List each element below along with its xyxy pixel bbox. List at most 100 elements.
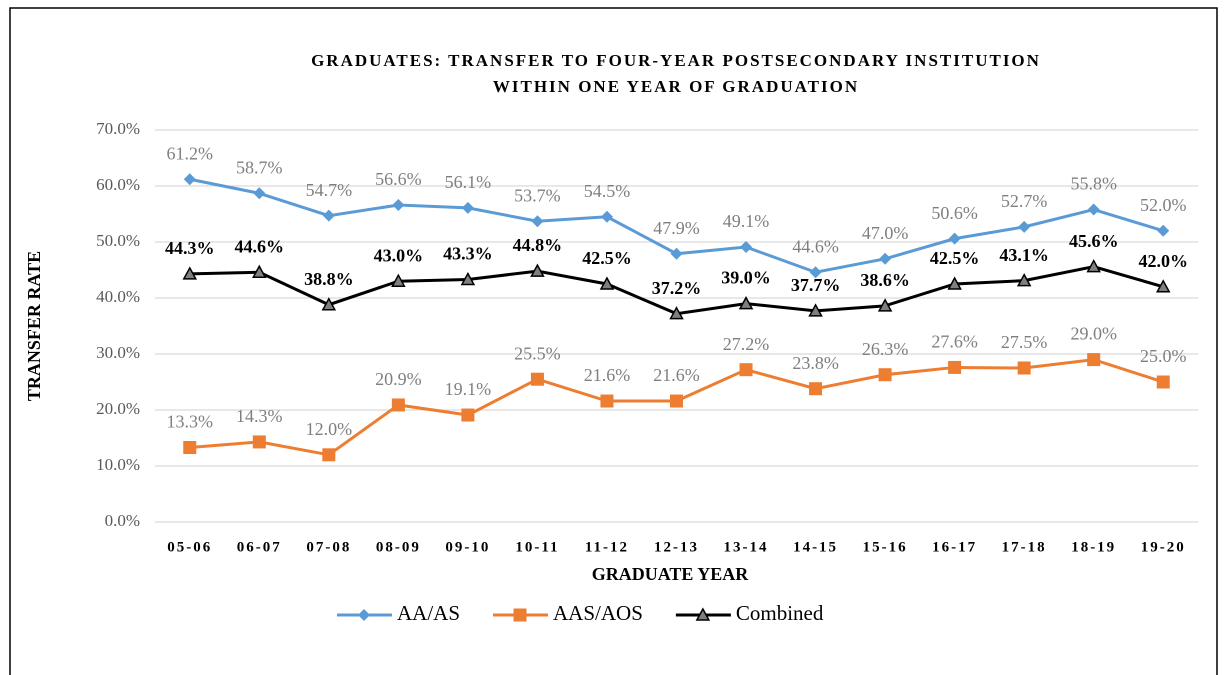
- data-label: 27.5%: [1001, 332, 1048, 352]
- marker: [391, 273, 406, 287]
- data-label: 23.8%: [792, 353, 839, 373]
- data-label: 26.3%: [862, 339, 909, 359]
- data-label: 19.1%: [445, 379, 492, 399]
- marker: [600, 394, 614, 408]
- legend-label: AA/AS: [397, 601, 460, 625]
- marker: [531, 215, 544, 228]
- x-tick-label: 06-07: [237, 539, 282, 555]
- x-tick-label: 08-09: [376, 539, 421, 555]
- x-tick-label: 07-08: [306, 539, 351, 555]
- marker: [530, 372, 544, 386]
- y-axis-label: TRANSFER RATE: [24, 251, 44, 401]
- marker: [1018, 220, 1031, 233]
- data-label: 52.7%: [1001, 191, 1048, 211]
- x-tick-label: 18-19: [1071, 539, 1116, 555]
- y-tick-label: 50.0%: [96, 231, 140, 250]
- y-tick-label: 20.0%: [96, 399, 140, 418]
- marker: [739, 363, 753, 377]
- marker: [322, 448, 336, 462]
- data-label: 44.6%: [235, 236, 285, 256]
- marker: [878, 368, 892, 382]
- data-label: 47.0%: [862, 223, 909, 243]
- x-tick-label: 16-17: [932, 539, 977, 555]
- data-label: 29.0%: [1070, 324, 1117, 344]
- data-label: 49.1%: [723, 211, 770, 231]
- data-label: 47.9%: [653, 218, 700, 238]
- y-tick-label: 60.0%: [96, 175, 140, 194]
- x-tick-label: 05-06: [167, 539, 212, 555]
- marker: [461, 201, 474, 214]
- data-label: 21.6%: [584, 365, 631, 385]
- data-label: 56.1%: [445, 172, 492, 192]
- marker: [877, 298, 893, 312]
- data-label: 61.2%: [167, 143, 214, 163]
- marker: [599, 276, 615, 290]
- data-label: 54.5%: [584, 181, 631, 201]
- legend-marker: [358, 609, 370, 621]
- data-label: 37.2%: [652, 278, 702, 298]
- data-label: 42.5%: [930, 248, 980, 268]
- marker: [600, 210, 613, 223]
- data-label: 43.3%: [443, 244, 493, 264]
- marker: [252, 264, 267, 278]
- x-tick-label: 11-12: [585, 539, 629, 555]
- marker: [1156, 375, 1170, 389]
- x-tick-label: 12-13: [654, 539, 699, 555]
- chart-title: WITHIN ONE YEAR OF GRADUATION: [493, 77, 859, 96]
- marker: [530, 263, 545, 277]
- data-label: 50.6%: [931, 203, 978, 223]
- data-label: 53.7%: [514, 185, 561, 205]
- x-tick-label: 19-20: [1141, 539, 1186, 555]
- marker: [461, 408, 475, 422]
- marker: [253, 187, 266, 200]
- marker: [947, 276, 962, 290]
- data-label: 55.8%: [1070, 174, 1117, 194]
- marker: [1017, 361, 1031, 375]
- marker: [670, 247, 683, 260]
- legend-label: Combined: [736, 601, 824, 625]
- data-label: 37.7%: [791, 275, 841, 295]
- data-label: 38.6%: [860, 270, 910, 290]
- data-label: 44.3%: [165, 238, 215, 258]
- marker: [1087, 203, 1100, 216]
- marker: [948, 232, 961, 245]
- x-tick-label: 09-10: [445, 539, 490, 555]
- y-tick-label: 0.0%: [105, 511, 140, 530]
- marker: [1016, 273, 1032, 287]
- data-label: 20.9%: [375, 369, 422, 389]
- y-tick-label: 70.0%: [96, 119, 140, 138]
- data-label: 39.0%: [721, 268, 771, 288]
- marker: [183, 173, 196, 186]
- data-label: 25.5%: [514, 343, 561, 363]
- data-label: 43.0%: [374, 245, 424, 265]
- x-tick-label: 17-18: [1002, 539, 1047, 555]
- x-axis-label: GRADUATE YEAR: [592, 564, 750, 584]
- marker: [392, 199, 405, 212]
- data-label: 38.8%: [304, 269, 354, 289]
- data-label: 21.6%: [653, 365, 700, 385]
- data-label: 13.3%: [167, 412, 214, 432]
- data-label: 27.6%: [931, 332, 978, 352]
- data-label: 25.0%: [1140, 346, 1187, 366]
- marker: [809, 382, 823, 396]
- marker: [809, 266, 822, 279]
- legend-marker: [513, 608, 527, 622]
- marker: [183, 441, 197, 455]
- x-tick-label: 13-14: [724, 539, 769, 555]
- data-label: 42.0%: [1138, 251, 1188, 271]
- data-label: 42.5%: [582, 248, 632, 268]
- marker: [391, 398, 405, 412]
- marker: [460, 271, 476, 286]
- marker: [738, 296, 754, 310]
- marker: [1155, 279, 1171, 293]
- x-tick-label: 14-15: [793, 539, 838, 555]
- marker: [1157, 224, 1170, 237]
- data-label: 45.6%: [1069, 231, 1119, 251]
- marker: [740, 241, 753, 254]
- marker: [670, 394, 683, 408]
- marker: [808, 303, 823, 317]
- legend-marker: [695, 607, 711, 621]
- data-label: 56.6%: [375, 169, 422, 189]
- y-tick-label: 10.0%: [96, 455, 140, 474]
